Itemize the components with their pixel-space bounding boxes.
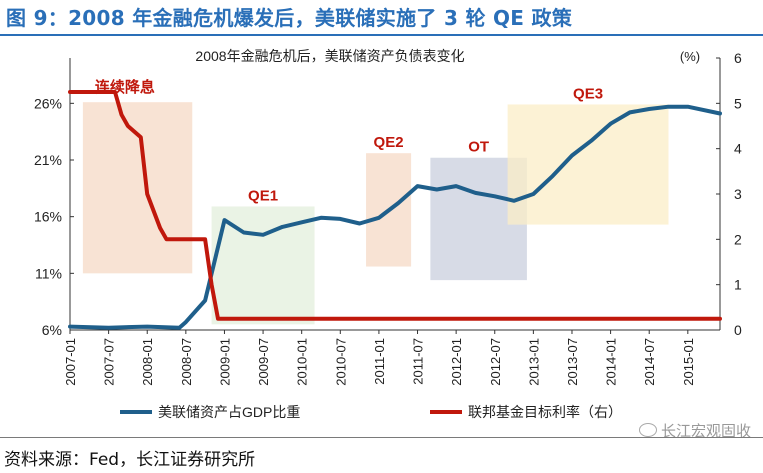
source-divider: [0, 437, 763, 438]
left-axis-tick-label: 26%: [34, 95, 62, 111]
left-axis-tick-label: 21%: [34, 152, 62, 168]
right-axis-tick-label: 6: [734, 50, 742, 66]
annotation-label: OT: [468, 139, 489, 156]
watermark-text: 长江宏观固收: [660, 422, 751, 440]
fed-assets-gdp-line: [68, 104, 722, 330]
left-axis-tick-label: 11%: [35, 265, 62, 281]
watermark: 长江宏观固收: [638, 420, 751, 441]
right-axis-tick-label: 5: [734, 95, 742, 111]
annotation-bands: [82, 102, 669, 325]
x-axis-tick-label: 2012-01: [449, 338, 464, 386]
figure-title: 图 9：2008 年金融危机爆发后，美联储实施了 3 轮 QE 政策: [6, 6, 573, 30]
right-axis-tick-label: 2: [734, 231, 742, 247]
x-axis-tick-label: 2013-01: [526, 338, 541, 386]
x-axis-tick-label: 2010-01: [295, 338, 310, 386]
annotation-band: [82, 102, 193, 274]
chart-area: 2008年金融危机后，美联储资产负债表变化 (%) 连续降息 QE1 QE2 OT QE…: [0, 38, 763, 438]
right-axis-tick-label: 4: [734, 141, 742, 157]
x-axis-tick-label: 2014-07: [642, 338, 657, 386]
x-axis-tick-label: 2012-07: [488, 338, 503, 386]
annotation-label: QE3: [573, 85, 603, 102]
x-axis-tick-label: 2015-01: [681, 338, 696, 386]
axes: 6% 11% 16% 21% 26% 0 1 2 3 4 5 6 2007-01 2007-07 2008-…: [34, 50, 742, 386]
title-divider: [0, 34, 763, 36]
annotation-label: QE1: [248, 187, 278, 204]
annotation-label: QE2: [374, 134, 404, 151]
annotation-band: [211, 206, 315, 325]
legend-label: 联邦基金目标利率（右）: [468, 404, 622, 420]
x-axis-tick-label: 2008-01: [140, 338, 155, 386]
x-axis-tick-label: 2011-01: [372, 338, 387, 385]
right-axis-tick-label: 3: [734, 186, 742, 202]
source-note: 资料来源：Fed，长江证券研究所: [4, 450, 256, 470]
x-axis-tick-label: 2007-01: [63, 338, 78, 386]
x-axis-tick-label: 2008-07: [179, 338, 194, 386]
x-axis-tick-label: 2014-01: [604, 338, 619, 386]
x-axis-tick-label: 2009-01: [217, 338, 232, 386]
legend-label: 美联储资产占GDP比重: [158, 404, 300, 420]
right-axis-tick-label: 1: [734, 277, 742, 293]
left-axis-tick-label: 16%: [34, 209, 62, 225]
legend: 美联储资产占GDP比重 联邦基金目标利率（右）: [120, 404, 622, 420]
x-axis-tick-label: 2011-07: [411, 338, 426, 385]
wechat-icon: [638, 423, 657, 437]
x-axis-tick-label: 2009-07: [256, 338, 271, 386]
right-axis-unit: (%): [680, 49, 700, 64]
x-axis-tick-label: 2007-07: [102, 338, 117, 386]
x-axis-tick-label: 2013-07: [565, 338, 580, 386]
left-axis-tick-label: 6%: [42, 322, 62, 338]
series-lines: [68, 90, 722, 330]
fed-funds-rate-line: [68, 90, 722, 321]
right-axis-tick-label: 0: [734, 322, 742, 338]
x-axis-tick-label: 2010-07: [333, 338, 348, 386]
chart-title: 2008年金融危机后，美联储资产负债表变化: [195, 48, 464, 64]
annotation-band: [507, 104, 669, 225]
